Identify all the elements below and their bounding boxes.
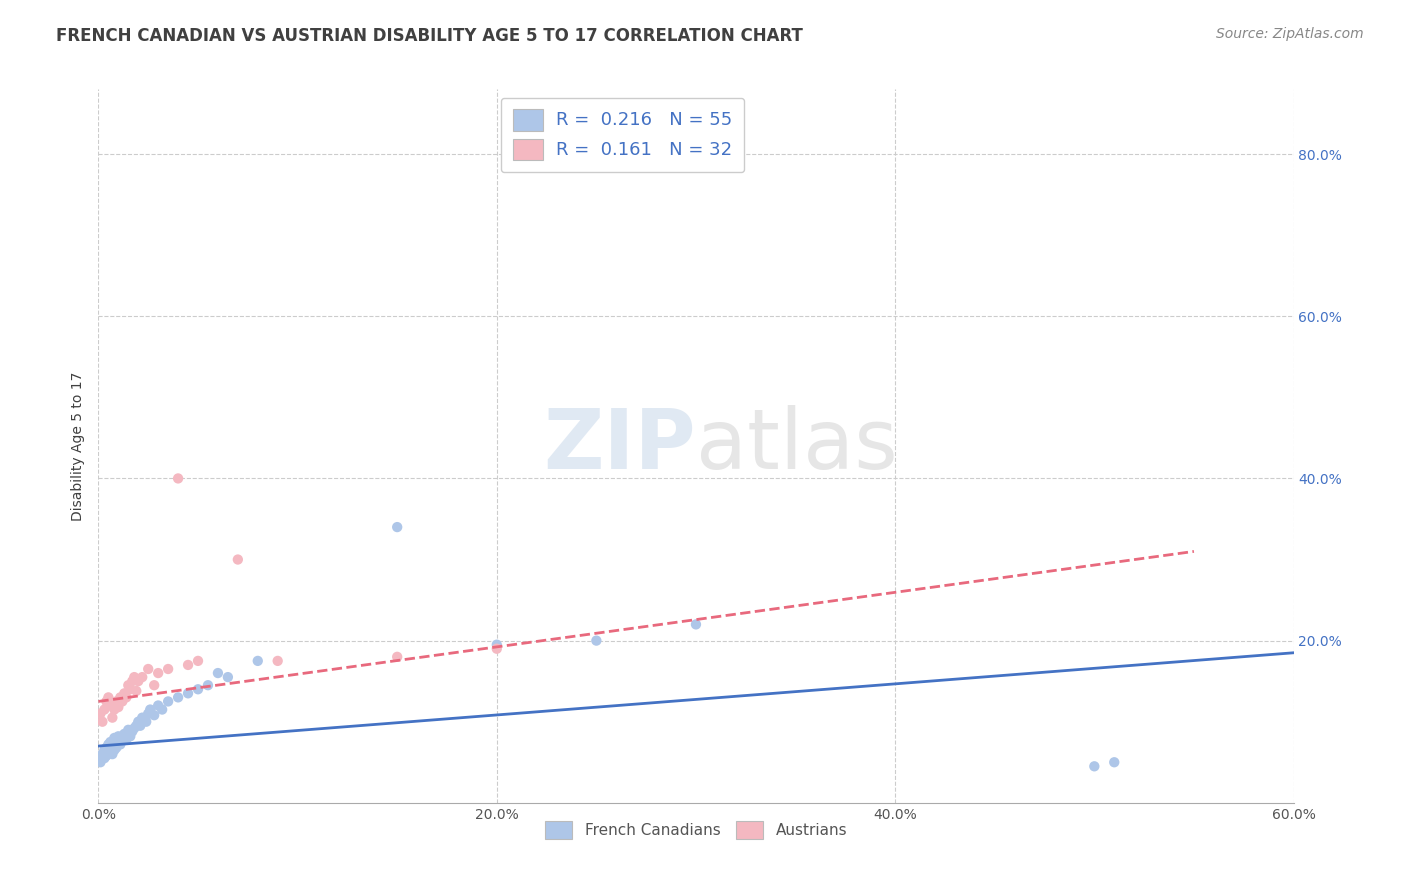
Point [101, 747, 124, 761]
Point [91, 747, 114, 761]
Text: ZIP: ZIP [544, 406, 696, 486]
Point [177, 657, 200, 672]
Point [105, 735, 128, 749]
Point [1104, 756, 1126, 770]
Point [101, 738, 124, 752]
Point [131, 711, 153, 725]
Point [103, 702, 125, 716]
Point [105, 694, 128, 708]
Point [89, 756, 111, 770]
Point [125, 719, 148, 733]
Point [121, 674, 143, 689]
Point [97, 690, 120, 705]
Point [93, 702, 115, 716]
Point [167, 690, 190, 705]
Point [385, 649, 409, 664]
Point [98, 735, 122, 749]
Point [150, 702, 173, 716]
Point [129, 719, 152, 733]
Point [685, 617, 707, 632]
Point [107, 729, 129, 743]
Point [105, 740, 128, 755]
Point [135, 714, 157, 729]
Point [157, 662, 180, 676]
Point [112, 686, 135, 700]
Point [107, 732, 129, 747]
Point [111, 731, 134, 745]
Point [267, 654, 290, 668]
Legend: French Canadians, Austrians: French Canadians, Austrians [538, 815, 853, 845]
Point [89, 706, 111, 721]
Point [96, 694, 118, 708]
Point [143, 678, 166, 692]
Point [120, 729, 142, 743]
Point [139, 702, 162, 716]
Point [121, 724, 143, 739]
Point [167, 471, 190, 485]
Point [117, 723, 139, 737]
Point [585, 633, 607, 648]
Point [98, 740, 122, 755]
Point [98, 698, 122, 713]
Point [112, 727, 135, 741]
Point [187, 654, 209, 668]
Point [115, 732, 138, 747]
Point [136, 662, 159, 676]
Point [148, 698, 170, 713]
Point [143, 708, 166, 723]
Point [93, 743, 115, 757]
Point [197, 678, 219, 692]
Point [148, 666, 170, 681]
Point [96, 748, 118, 763]
Point [103, 739, 125, 753]
Point [120, 682, 142, 697]
Point [117, 678, 139, 692]
Point [91, 751, 114, 765]
Point [101, 711, 124, 725]
Point [207, 666, 229, 681]
Point [103, 743, 125, 757]
Point [131, 670, 153, 684]
Point [96, 740, 118, 755]
Text: atlas: atlas [696, 406, 897, 486]
Point [217, 670, 239, 684]
Y-axis label: Disability Age 5 to 17: Disability Age 5 to 17 [70, 371, 84, 521]
Point [485, 638, 508, 652]
Point [93, 747, 115, 761]
Point [246, 654, 269, 668]
Point [226, 552, 249, 566]
Point [110, 690, 132, 705]
Point [485, 641, 508, 656]
Point [124, 721, 146, 735]
Point [157, 694, 180, 708]
Point [125, 684, 148, 698]
Point [93, 751, 115, 765]
Point [91, 714, 114, 729]
Point [111, 694, 134, 708]
Text: Source: ZipAtlas.com: Source: ZipAtlas.com [1216, 27, 1364, 41]
Point [385, 520, 409, 534]
Text: FRENCH CANADIAN VS AUSTRIAN DISABILITY AGE 5 TO 17 CORRELATION CHART: FRENCH CANADIAN VS AUSTRIAN DISABILITY A… [56, 27, 803, 45]
Point [115, 690, 138, 705]
Point [97, 743, 120, 757]
Point [127, 674, 149, 689]
Point [103, 731, 125, 745]
Point [96, 746, 118, 760]
Point [110, 738, 132, 752]
Point [187, 682, 209, 697]
Point [136, 706, 159, 721]
Point [97, 738, 120, 752]
Point [177, 686, 200, 700]
Point [107, 700, 129, 714]
Point [127, 714, 149, 729]
Point [124, 670, 146, 684]
Point [97, 739, 120, 753]
Point [1083, 759, 1105, 773]
